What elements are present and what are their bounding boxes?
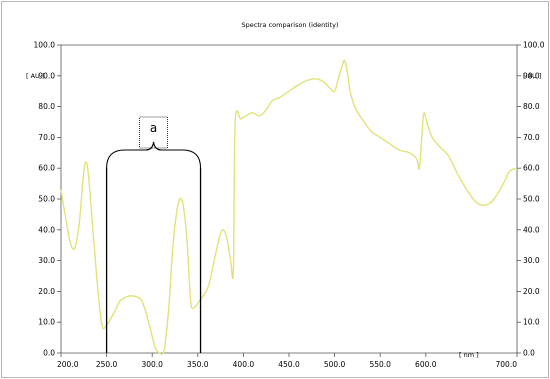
y-tick-label-right: 70.0 [523,133,540,142]
y-tick-label-right: 100.0 [523,41,545,50]
y-tick-label-left: 100.0 [34,41,56,50]
y-tick-label-left: 90.0 [38,71,55,80]
y-axis-right: 0.0 10.0 20.0 30.0 40.0 50.0 60.0 70.0 80.0 90.0 1… [517,41,545,358]
y-tick-label-right: 60.0 [523,164,540,173]
y-unit-right: [ AU ] [523,72,541,80]
y-tick-label-left: 60.0 [38,164,55,173]
y-tick-label-left: 10.0 [38,318,55,327]
x-tick-label: 350.0 [187,360,209,369]
annotation-a: a [105,116,202,353]
y-tick-label-left: 0.0 [43,349,55,358]
x-tick-label: 550.0 [369,360,391,369]
y-tick-label-right: 40.0 [523,225,540,234]
x-axis: 200.0 250.0 300.0 350.0 400.0 450.0 500.0 550.0… [57,353,518,369]
x-tick-label: 250.0 [96,360,118,369]
y-tick-label-right: 20.0 [523,287,540,296]
x-unit: [ nm ] [459,351,479,359]
y-axis-left: 0.0 10.0 20.0 30.0 40.0 50.0 60.0 70.0 80.0 90.0 1… [34,41,61,358]
y-tick-label-right: 10.0 [523,318,540,327]
y-tick-label-right: 80.0 [523,102,540,111]
y-tick-label-right: 30.0 [523,256,540,265]
y-tick-label-left: 80.0 [38,102,55,111]
spectrum-line [60,59,518,355]
y-tick-label-left: 20.0 [38,287,55,296]
y-tick-label-right: 90.0 [523,71,540,80]
y-tick-label-left: 50.0 [38,195,55,204]
x-tick-label: 700.0 [496,360,518,369]
annotation-label: a [150,121,157,135]
annotation-label-box [139,116,168,149]
bracket-a [106,141,202,169]
x-tick-label: 450.0 [278,360,300,369]
x-tick-label: 300.0 [141,360,163,369]
chart-title: Spectra comparison (identity) [242,21,339,29]
x-tick-label: 200.0 [57,360,79,369]
x-tick-label: 600.0 [415,360,437,369]
y-tick-label-left: 70.0 [38,133,55,142]
x-tick-label: 400.0 [233,360,255,369]
x-tick-label: 500.0 [324,360,346,369]
y-tick-label-left: 30.0 [38,256,55,265]
y-tick-label-right: 50.0 [523,195,540,204]
y-unit-left: [ AU ] [26,72,44,80]
y-tick-label-left: 40.0 [38,225,55,234]
y-tick-label-right: 0.0 [523,349,535,358]
